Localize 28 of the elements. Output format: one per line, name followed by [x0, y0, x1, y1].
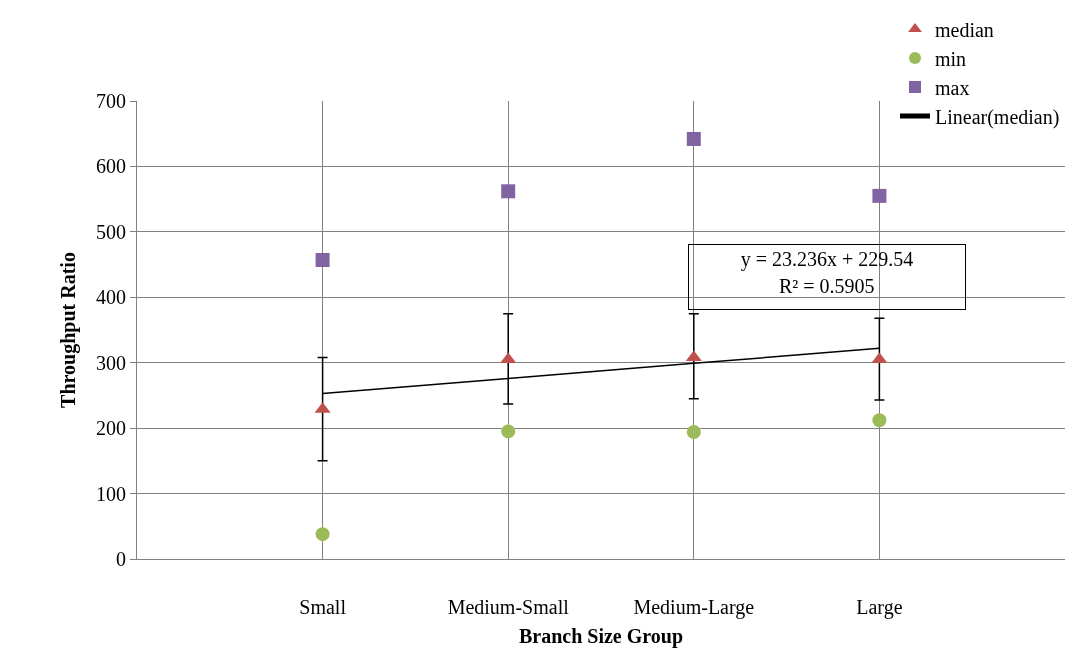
legend-label: median [935, 18, 994, 41]
point [501, 184, 516, 199]
y-tick-label: 0 [116, 548, 126, 570]
y-tick-label: 200 [96, 417, 126, 440]
legend-label: Linear(median) [935, 105, 1060, 129]
y-tick-label: 400 [96, 286, 126, 309]
x-tick-label: Large [856, 596, 903, 619]
x-tick-label: Medium-Large [633, 596, 755, 619]
point [686, 131, 701, 146]
point [315, 252, 330, 267]
y-tick-label: 700 [96, 90, 126, 112]
x-tick-label: Small [299, 596, 347, 618]
annotation: R² = 0.5905 [779, 275, 875, 297]
point [315, 527, 330, 542]
y-tick-label: 500 [96, 220, 126, 243]
legend-label: min [935, 47, 967, 70]
point [686, 425, 701, 440]
x-axis-title: Branch Size Group [518, 624, 684, 648]
x-tick-label: Medium-Small [447, 596, 570, 618]
y-tick-label: 100 [96, 482, 126, 505]
point [872, 188, 887, 203]
legend-label: max [935, 76, 970, 99]
point [501, 424, 516, 439]
y-axis-title: Throughput Ratio [56, 252, 80, 408]
y-tick-label: 600 [96, 155, 126, 178]
annotation: y = 23.236x + 229.54 [740, 248, 914, 271]
point [872, 413, 887, 428]
y-tick-label: 300 [96, 351, 126, 374]
